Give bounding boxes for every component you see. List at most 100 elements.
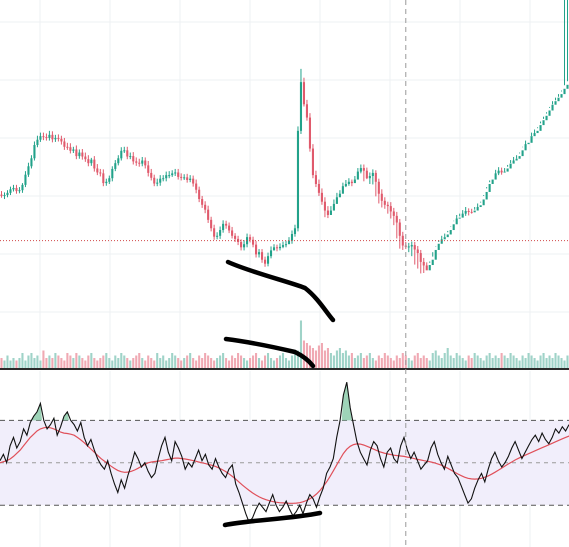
volume-bar [63,360,66,368]
volume-bar [147,355,150,368]
candle-body [255,244,258,255]
candle-body [353,179,356,184]
volume-bar [452,358,455,368]
candle-body [225,223,228,226]
candle-body [533,133,536,137]
volume-bar [252,355,255,368]
volume-bar [512,355,515,368]
volume-divergence-stroke[interactable] [223,336,316,369]
volume-bar [207,355,210,368]
candle-body [461,213,464,218]
volume-bar [108,358,111,368]
candle-body [557,97,560,102]
volume-bar [515,358,518,368]
candle-body [467,210,470,212]
volume-bar [287,360,291,368]
candle-body [243,244,246,248]
candle-body [527,142,530,145]
candle-body [464,210,467,214]
candle-body [186,177,189,180]
volume-bar [542,353,545,368]
candle-body [63,141,66,147]
candle-body [437,243,440,250]
candle-body [539,125,542,131]
volume-bar [500,353,503,368]
volume-bar [389,358,392,368]
volume-bar [3,360,6,368]
candle-body [168,175,171,177]
candle-body [269,250,273,257]
candle-body [488,183,491,192]
candle-body [314,175,317,184]
candle-body [278,246,282,249]
volume-bar [449,355,452,368]
volume-bar [308,345,312,368]
rsi-line [0,382,569,524]
volume-bar [156,353,159,368]
candle-body [407,246,410,248]
candle-body [515,158,518,161]
volume-bar [470,358,473,368]
candle-body [45,137,48,139]
candle-body [99,172,102,174]
price-divergence-stroke[interactable] [225,259,336,323]
candle-body [302,82,306,105]
volume-bar [350,353,353,368]
candle-body [413,245,416,250]
volume-bar [326,348,329,368]
volume-bar [216,358,219,368]
candle-body [443,237,446,240]
candle-body [326,210,329,215]
volume-bar [392,360,395,368]
rsi-divergence-stroke[interactable] [222,510,323,528]
candle-body [347,181,350,184]
candle-body [54,137,57,140]
volume-bar [416,353,419,368]
volume-bar [219,355,222,368]
candle-body [228,225,231,231]
volume-bar [524,358,527,368]
candle-body [51,134,54,140]
candle-body [425,265,428,271]
volume-bar [266,353,270,368]
candle-body [551,104,554,111]
volume-bar [359,353,362,368]
candle-body [299,82,303,131]
candle-body [293,228,297,235]
volume-bar [443,353,446,368]
volume-bar [210,358,213,368]
candle-body [171,173,174,176]
volume-bar [560,358,563,368]
volume-bar [395,355,398,368]
rsi-overbought-fill [62,411,70,421]
candle-body [222,223,225,231]
candle-body [335,197,338,204]
volume-bar [78,355,81,368]
candle-body [141,160,144,164]
candle-body [81,152,84,157]
candle-body [0,194,3,196]
volume-bar [533,358,536,368]
candle-body [512,160,515,164]
candle-body [344,183,347,187]
volume-bar [425,358,428,368]
candle-body [204,204,207,210]
trend-drawings[interactable] [222,259,336,528]
candle-body [455,218,458,225]
candle-body [189,178,192,180]
candle-body [162,178,165,180]
candle-body [497,170,500,174]
candle-body [219,230,222,236]
volume-bar [368,353,371,368]
volume-bar [57,355,60,368]
volume-bar [87,355,90,368]
candle-body [434,249,437,260]
candle-body [174,172,177,174]
volume-bar [168,358,171,368]
candle-body [33,145,36,159]
rsi-pane [0,382,569,524]
volume-bar [485,355,488,368]
candle-body [377,181,380,194]
volume-bar [284,358,288,368]
volume-bar [135,355,138,368]
